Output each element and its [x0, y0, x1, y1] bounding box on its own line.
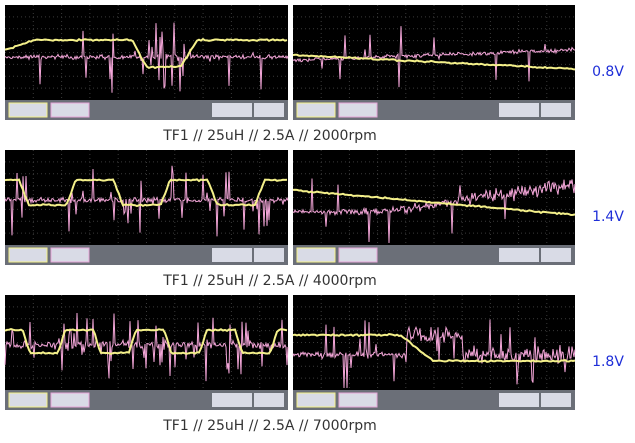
time-box	[499, 393, 539, 407]
time-box	[212, 248, 252, 262]
trig-box	[254, 103, 284, 117]
scope	[5, 295, 288, 410]
ch2-box	[339, 393, 377, 407]
trig-box	[541, 103, 571, 117]
ch2-box	[339, 103, 377, 117]
caption: TF1 // 25uH // 2.5A // 2000rpm	[162, 128, 376, 144]
page: TF1 // 25uH // 2.5A // 2000rpm 0.8V TF1 //…	[0, 0, 635, 443]
time-box	[499, 103, 539, 117]
ch1-box	[9, 248, 47, 262]
trig-box	[541, 393, 571, 407]
trig-box	[541, 248, 571, 262]
caption: TF1 // 25uH // 2.5A // 4000rpm	[162, 273, 376, 289]
trig-box	[254, 248, 284, 262]
trig-box	[254, 393, 284, 407]
ch2-box	[51, 248, 89, 262]
ch2-box	[51, 103, 89, 117]
scope	[5, 150, 288, 265]
scope	[5, 5, 288, 120]
ch1-box	[9, 103, 47, 117]
voltage-label: 1.4V	[592, 209, 624, 225]
time-box	[212, 393, 252, 407]
scope	[293, 5, 575, 120]
ch2-box	[51, 393, 89, 407]
voltage-label: 0.8V	[592, 64, 624, 80]
ch1-box	[297, 103, 335, 117]
figure: TF1 // 25uH // 2.5A // 2000rpm 0.8V TF1 //…	[0, 0, 635, 443]
ch1-box	[297, 393, 335, 407]
time-box	[499, 248, 539, 262]
caption: TF1 // 25uH // 2.5A // 7000rpm	[162, 418, 376, 434]
voltage-label: 1.8V	[592, 354, 624, 370]
ch1-box	[297, 248, 335, 262]
scope	[293, 295, 575, 410]
time-box	[212, 103, 252, 117]
ch2-box	[339, 248, 377, 262]
ch1-box	[9, 393, 47, 407]
scope	[293, 150, 575, 265]
